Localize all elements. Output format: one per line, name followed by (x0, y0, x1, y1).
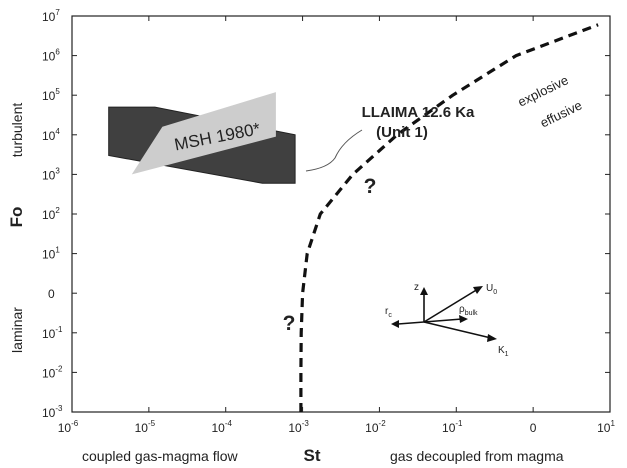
llaima-label-line-2: (Unit 1) (376, 124, 428, 141)
y-tick-label: 10-2 (42, 364, 63, 380)
flow-vector-diagram: z U0 ρbulk rc K1 (385, 282, 509, 358)
y-tick-label: 104 (42, 127, 60, 143)
effusive-label: effusive (538, 97, 585, 130)
vector-label-z: z (414, 282, 419, 293)
y-tick-label: 0 (48, 287, 55, 301)
regions-layer: MSH 1980* (108, 92, 296, 184)
ticks-layer: 10-6 10-5 10-4 10-3 10-2 10-1 0 101 10-3 10-2 10-1… (42, 8, 615, 435)
llaima-label-line-1: LLAIMA 12.6 Ka (362, 104, 475, 121)
x-tick-label: 10-1 (442, 419, 463, 435)
vector-rc-arrowhead (391, 320, 399, 328)
x-tick-label: 10-2 (365, 419, 386, 435)
x-tick-label: 10-4 (211, 419, 232, 435)
y-side-label-bottom: laminar (9, 307, 25, 353)
question-mark-upper: ? (364, 175, 377, 198)
y-tick-label: 102 (42, 206, 60, 222)
llaima-leader-line (305, 129, 363, 172)
x-tick-label: 10-3 (288, 419, 309, 435)
y-tick-label: 105 (42, 87, 60, 103)
x-tick-label: 101 (597, 419, 615, 435)
vector-k1 (423, 321, 492, 339)
x-tick-label: 10-6 (58, 419, 79, 435)
y-tick-label: 106 (42, 48, 60, 64)
x-tick-label: 0 (530, 421, 537, 435)
x-axis-title: St (304, 446, 321, 465)
vector-label-rho: ρbulk (459, 304, 478, 317)
y-tick-label: 101 (42, 246, 60, 262)
curve-layer (299, 23, 599, 412)
y-tick-label: 107 (42, 8, 60, 24)
vector-rho (423, 318, 463, 323)
x-side-label-left: coupled gas-magma flow (82, 448, 239, 464)
vector-rho-arrowhead (459, 315, 468, 323)
vector-rc (397, 321, 425, 325)
y-tick-label: 10-1 (42, 325, 63, 341)
region-msh-1980 (131, 92, 276, 175)
x-side-label-right: gas decoupled from magma (390, 448, 564, 464)
y-axis-title: Fo (7, 207, 26, 228)
vector-u0-arrowhead (473, 286, 483, 294)
vector-k1-arrowhead (487, 334, 497, 342)
question-mark-lower: ? (283, 312, 296, 335)
vector-u0 (423, 288, 479, 323)
vector-z-arrowhead (420, 287, 428, 295)
vector-label-rc: rc (385, 306, 392, 319)
x-tick-label: 10-5 (135, 419, 156, 435)
plot-frame (71, 15, 611, 413)
boundary-curve (299, 23, 599, 412)
y-tick-label: 103 (42, 166, 60, 182)
vector-label-k1: K1 (498, 345, 509, 358)
vector-label-u0: U0 (486, 283, 497, 296)
y-tick-label: 10-3 (42, 404, 63, 420)
y-side-label-top: turbulent (9, 103, 25, 158)
